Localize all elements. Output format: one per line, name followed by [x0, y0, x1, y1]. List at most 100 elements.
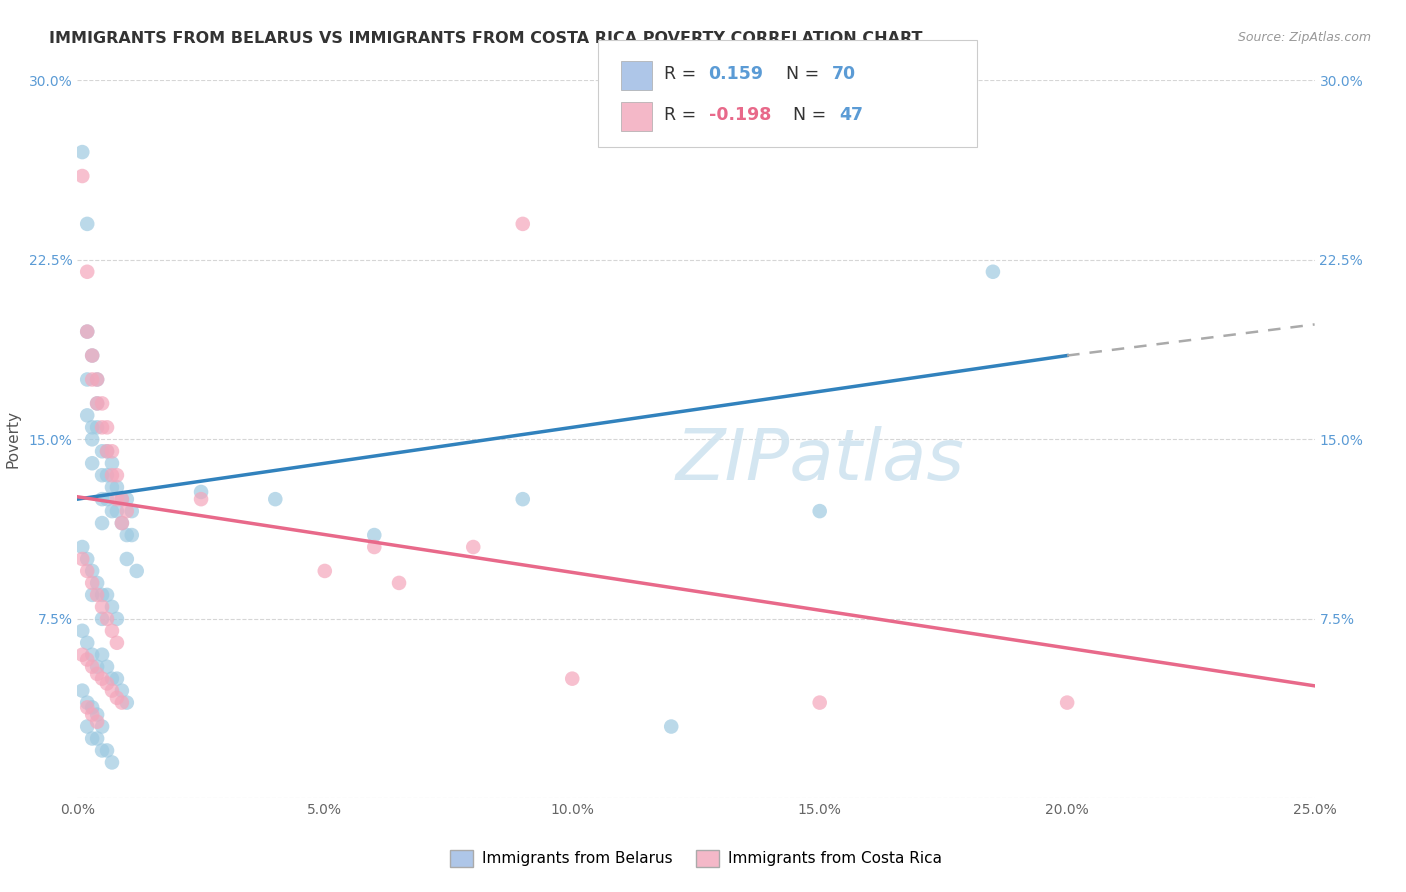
Point [96, 444, 118, 458]
Point [72, 145, 94, 159]
Point [82, 707, 104, 722]
Point [82, 731, 104, 746]
Point [76, 325, 98, 339]
Point [512, 492, 534, 507]
Point [314, 564, 336, 578]
Point [363, 528, 385, 542]
Text: ZIPatlas: ZIPatlas [675, 426, 965, 495]
Point [86, 396, 108, 410]
Point [91, 719, 114, 733]
Point [76, 564, 98, 578]
Point [82, 349, 104, 363]
Point [101, 456, 124, 470]
Point [96, 676, 118, 690]
Point [91, 599, 114, 614]
Point [72, 552, 94, 566]
Point [86, 576, 108, 591]
Point [111, 516, 134, 530]
Point [76, 719, 98, 733]
Point [82, 659, 104, 673]
Text: IMMIGRANTS FROM BELARUS VS IMMIGRANTS FROM COSTA RICA POVERTY CORRELATION CHART: IMMIGRANTS FROM BELARUS VS IMMIGRANTS FR… [49, 31, 922, 46]
Text: -0.198: -0.198 [709, 106, 770, 124]
Point [82, 349, 104, 363]
Point [76, 325, 98, 339]
Point [808, 504, 831, 518]
Point [264, 492, 287, 507]
Point [91, 420, 114, 434]
Point [76, 636, 98, 650]
Point [76, 652, 98, 666]
Point [72, 683, 94, 698]
Point [388, 576, 411, 591]
Point [76, 409, 98, 423]
Point [105, 468, 128, 483]
Text: 0.159: 0.159 [709, 65, 763, 83]
Point [363, 540, 385, 554]
Point [105, 672, 128, 686]
Text: R =: R = [664, 65, 702, 83]
Point [86, 372, 108, 386]
Point [82, 576, 104, 591]
Point [101, 756, 124, 770]
Point [76, 372, 98, 386]
Point [981, 265, 1004, 279]
Point [101, 599, 124, 614]
Point [121, 504, 143, 518]
Point [91, 743, 114, 757]
Point [82, 588, 104, 602]
Point [105, 636, 128, 650]
Point [115, 504, 138, 518]
Point [96, 420, 118, 434]
Point [96, 468, 118, 483]
Point [91, 396, 114, 410]
Point [76, 265, 98, 279]
Point [111, 683, 134, 698]
Point [86, 659, 108, 673]
Point [82, 648, 104, 662]
Point [561, 672, 583, 686]
Point [115, 696, 138, 710]
Point [105, 612, 128, 626]
Point [72, 648, 94, 662]
Point [115, 528, 138, 542]
Point [101, 672, 124, 686]
Point [115, 552, 138, 566]
Point [105, 690, 128, 705]
Text: R =: R = [664, 106, 702, 124]
Point [76, 552, 98, 566]
Point [96, 612, 118, 626]
Point [82, 420, 104, 434]
Point [96, 492, 118, 507]
Point [91, 588, 114, 602]
Point [82, 433, 104, 447]
Point [91, 612, 114, 626]
Point [86, 666, 108, 681]
Point [72, 624, 94, 638]
Point [86, 707, 108, 722]
Legend: Immigrants from Belarus, Immigrants from Costa Rica: Immigrants from Belarus, Immigrants from… [444, 844, 948, 873]
Text: N =: N = [786, 65, 825, 83]
Point [86, 372, 108, 386]
Point [101, 624, 124, 638]
Point [82, 372, 104, 386]
Point [82, 700, 104, 714]
Point [96, 588, 118, 602]
Point [463, 540, 485, 554]
Point [125, 564, 148, 578]
Point [76, 217, 98, 231]
Point [190, 485, 212, 500]
Point [91, 492, 114, 507]
Point [96, 659, 118, 673]
Point [82, 456, 104, 470]
Point [86, 588, 108, 602]
Text: 70: 70 [832, 65, 856, 83]
Point [115, 492, 138, 507]
Point [111, 492, 134, 507]
Point [101, 468, 124, 483]
Point [86, 420, 108, 434]
Text: 47: 47 [839, 106, 863, 124]
Point [111, 492, 134, 507]
Point [86, 714, 108, 729]
Point [96, 444, 118, 458]
Point [111, 696, 134, 710]
